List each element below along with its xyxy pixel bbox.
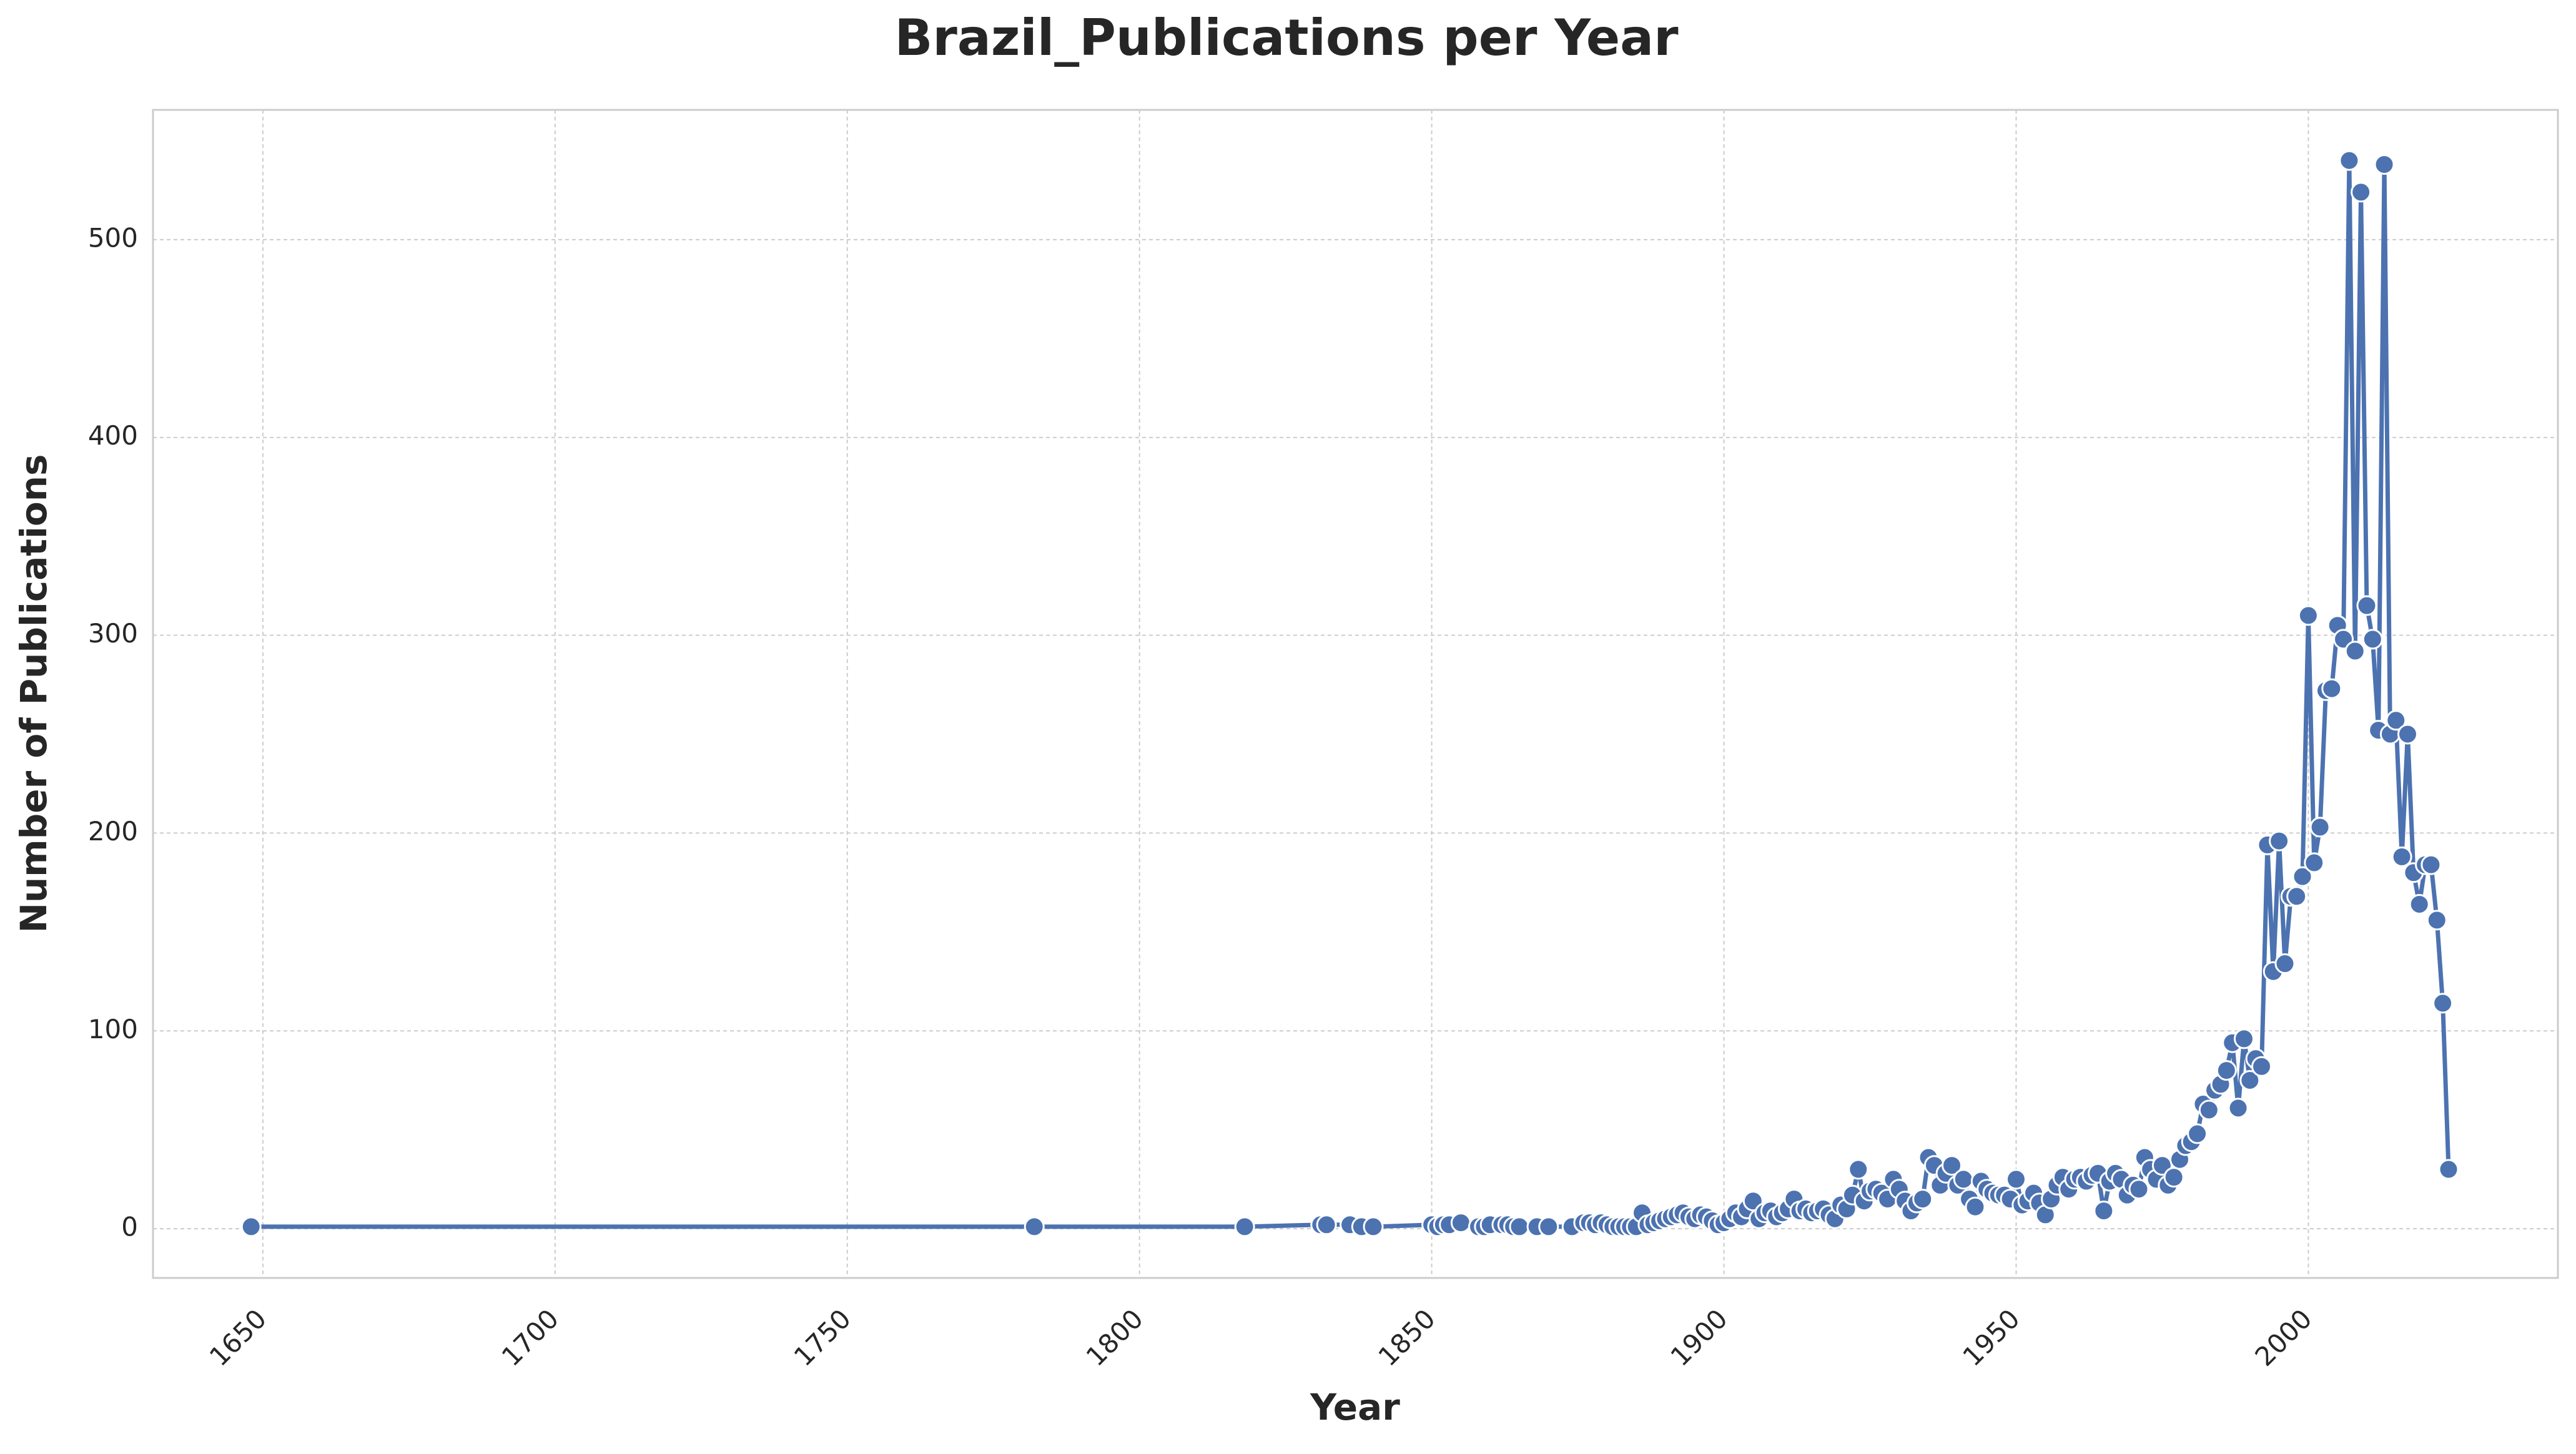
data-point	[1848, 1159, 1869, 1180]
x-tick-label: 1900	[1665, 1304, 1734, 1372]
data-point	[2409, 893, 2430, 915]
data-point	[2239, 1069, 2261, 1091]
data-point	[2421, 854, 2442, 875]
data-point	[2187, 1123, 2208, 1144]
y-axis-label: Number of Publications	[12, 454, 55, 933]
data-point	[2391, 846, 2412, 867]
y-tick-label: 400	[88, 420, 138, 451]
data-point	[2386, 710, 2407, 731]
y-tick-label: 0	[121, 1212, 138, 1242]
y-tick-label: 100	[88, 1014, 138, 1044]
data-point	[1450, 1212, 1471, 1234]
x-tick-label: 1700	[496, 1304, 565, 1372]
data-point	[1942, 1155, 1963, 1176]
data-point	[2286, 886, 2307, 907]
data-point	[1965, 1196, 1986, 1217]
data-point	[2344, 641, 2366, 662]
data-point	[2432, 993, 2454, 1014]
data-point	[1024, 1216, 1045, 1237]
data-point	[2251, 1056, 2273, 1077]
x-tick-label: 2000	[2249, 1304, 2317, 1372]
data-point	[2309, 817, 2331, 838]
data-point	[1912, 1189, 1933, 1210]
data-point	[1953, 1169, 1974, 1190]
x-axis-label: Year	[1310, 1386, 1400, 1428]
data-point	[2374, 154, 2395, 175]
data-point	[2339, 150, 2360, 171]
data-point	[2163, 1167, 2184, 1188]
data-point	[2233, 1028, 2254, 1049]
data-point	[1538, 1216, 1559, 1237]
x-tick-label: 1650	[204, 1304, 272, 1372]
data-point	[1234, 1216, 1255, 1237]
data-point	[2216, 1060, 2237, 1081]
data-point	[2351, 182, 2372, 203]
data-point	[2292, 866, 2313, 887]
data-point	[2269, 830, 2290, 852]
data-point	[2228, 1098, 2249, 1119]
data-point	[2321, 678, 2342, 699]
x-tick-label: 1800	[1080, 1304, 1149, 1372]
data-point	[2438, 1159, 2459, 1180]
data-line	[251, 158, 2451, 1229]
data-point	[2426, 910, 2447, 931]
y-tick-label: 300	[88, 618, 138, 649]
data-point	[2297, 605, 2319, 626]
data-point	[2128, 1179, 2149, 1200]
data-point	[240, 1216, 262, 1237]
data-point	[2005, 1169, 2026, 1190]
data-point	[2356, 595, 2377, 616]
plot-frame	[152, 109, 2559, 1279]
data-point	[2362, 629, 2383, 650]
x-tick-label: 1850	[1373, 1304, 1441, 1372]
data-point	[1363, 1216, 1384, 1237]
x-tick-label: 1950	[1957, 1304, 2025, 1372]
y-tick-label: 200	[88, 816, 138, 847]
data-point	[2093, 1201, 2115, 1222]
data-point	[2304, 852, 2325, 873]
data-point	[2198, 1099, 2219, 1121]
data-point	[2397, 724, 2418, 745]
data-point	[1316, 1214, 1337, 1235]
chart-title: Brazil_Publications per Year	[894, 9, 1679, 67]
data-point	[1509, 1216, 1530, 1237]
y-tick-label: 500	[88, 222, 138, 253]
x-tick-label: 1750	[788, 1304, 857, 1372]
data-point	[2274, 953, 2296, 975]
